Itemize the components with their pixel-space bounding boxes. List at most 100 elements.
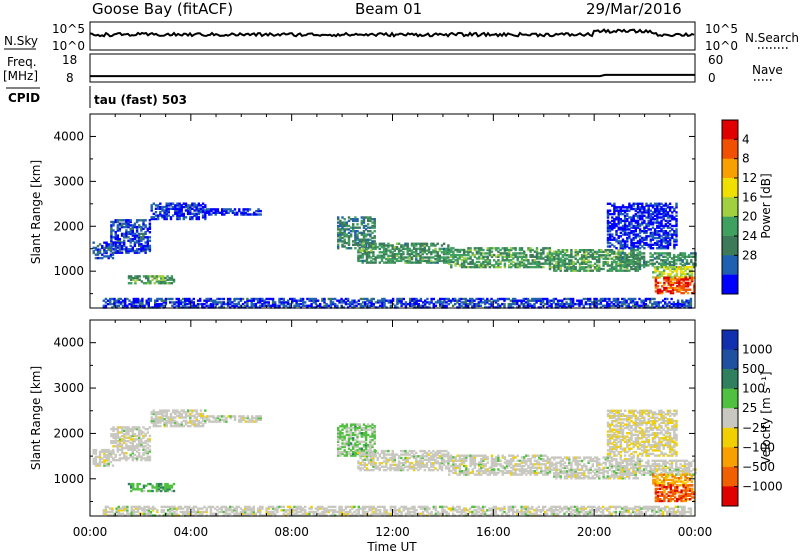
data-cell-r6 bbox=[421, 244, 424, 247]
data-cell-r6 bbox=[445, 256, 448, 259]
data-cell-r6 bbox=[445, 247, 448, 251]
data-cell-r6 bbox=[425, 252, 429, 256]
data-cell-r2 bbox=[180, 204, 183, 207]
data-cell-r8 bbox=[613, 260, 616, 264]
data-cell-r7 bbox=[527, 260, 530, 264]
data-cell-r10 bbox=[649, 247, 652, 250]
data-cell-r0 bbox=[103, 250, 106, 253]
data-cell-r1 bbox=[114, 433, 117, 436]
data-cell-r13 bbox=[400, 299, 403, 302]
data-cell-r13 bbox=[199, 299, 202, 302]
data-cell-r7 bbox=[535, 250, 539, 253]
data-cell-r0 bbox=[107, 459, 110, 462]
data-cell-r2 bbox=[174, 209, 177, 212]
data-cell-r10 bbox=[626, 209, 629, 212]
data-cell-r6 bbox=[397, 463, 401, 467]
data-cell-r10 bbox=[653, 233, 657, 236]
data-cell-r4 bbox=[155, 482, 159, 486]
data-cell-r6 bbox=[367, 468, 371, 472]
data-cell-r7 bbox=[456, 260, 459, 264]
data-cell-r2 bbox=[199, 409, 203, 412]
data-cell-r1 bbox=[142, 222, 145, 225]
data-cell-r1 bbox=[116, 237, 119, 241]
data-cell-r13 bbox=[599, 299, 603, 302]
data-cell-r1 bbox=[142, 219, 145, 222]
data-cell-r10 bbox=[649, 231, 652, 235]
data-cell-r6 bbox=[406, 256, 409, 259]
data-cell-r5 bbox=[345, 233, 348, 236]
data-cell-r13 bbox=[361, 301, 365, 304]
data-cell-r13 bbox=[518, 299, 521, 302]
data-cell-r6 bbox=[415, 249, 418, 252]
data-cell-r1 bbox=[118, 441, 122, 445]
data-cell-r10 bbox=[658, 226, 661, 229]
data-cell-r11 bbox=[662, 272, 666, 276]
data-cell-r13 bbox=[261, 304, 264, 307]
data-cell-r10 bbox=[653, 231, 657, 235]
data-cell-r8 bbox=[580, 262, 584, 265]
data-cell-r13 bbox=[578, 304, 581, 307]
data-cell-r6 bbox=[374, 259, 377, 263]
data-cell-r10 bbox=[615, 223, 618, 226]
data-cell-r9 bbox=[623, 260, 627, 264]
data-cell-r5 bbox=[349, 430, 353, 433]
data-cell-r0 bbox=[105, 454, 108, 457]
data-cell-r6 bbox=[400, 252, 403, 256]
data-cell-r13 bbox=[460, 301, 463, 304]
data-cell-r13 bbox=[526, 301, 530, 304]
data-cell-r10 bbox=[617, 241, 620, 245]
data-cell-r5 bbox=[369, 241, 372, 245]
data-cell-r8 bbox=[598, 249, 601, 252]
data-cell-r7 bbox=[460, 255, 464, 258]
data-cell-r2 bbox=[159, 211, 162, 214]
data-cell-r10 bbox=[621, 233, 625, 236]
data-cell-r10 bbox=[626, 240, 629, 243]
data-cell-r4 bbox=[130, 275, 133, 278]
data-cell-r7 bbox=[469, 250, 472, 253]
data-cell-r13 bbox=[421, 301, 425, 304]
data-cell-r6 bbox=[425, 259, 429, 263]
data-cell-r10 bbox=[662, 209, 665, 212]
data-cell-r13 bbox=[186, 297, 189, 301]
data-cell-r7 bbox=[531, 262, 534, 265]
data-cell-r6 bbox=[406, 246, 409, 249]
data-cell-r8 bbox=[606, 260, 609, 264]
data-cell-r4 bbox=[155, 484, 159, 487]
data-cell-r2 bbox=[197, 419, 200, 423]
data-cell-r10 bbox=[623, 209, 627, 212]
data-cell-r8 bbox=[559, 266, 562, 269]
data-cell-r6 bbox=[378, 453, 381, 456]
data-cell-r4 bbox=[157, 488, 161, 491]
data-cell-r13 bbox=[625, 299, 628, 302]
data-cell-r9 bbox=[634, 262, 637, 265]
data-cell-r10 bbox=[664, 241, 667, 245]
data-cell-r6 bbox=[430, 242, 433, 245]
data-cell-r13 bbox=[477, 304, 480, 307]
data-cell-r7 bbox=[529, 262, 532, 265]
data-cell-r1 bbox=[135, 236, 139, 239]
data-cell-r1 bbox=[118, 426, 122, 429]
data-cell-r13 bbox=[109, 299, 112, 302]
data-cell-r13 bbox=[479, 301, 483, 304]
data-cell-r10 bbox=[606, 209, 610, 212]
data-cell-r1 bbox=[112, 433, 115, 436]
data-cell-r13 bbox=[237, 302, 240, 306]
data-cell-r2 bbox=[204, 209, 207, 212]
data-cell-r1 bbox=[138, 237, 141, 241]
data-cell-r13 bbox=[469, 299, 472, 302]
data-cell-r1 bbox=[118, 448, 122, 451]
data-cell-r12 bbox=[663, 286, 666, 290]
data-cell-r2 bbox=[165, 211, 168, 214]
data-cell-r6 bbox=[393, 252, 396, 256]
data-cell-r13 bbox=[188, 302, 191, 306]
data-cell-r6 bbox=[402, 449, 405, 453]
data-cell-r13 bbox=[282, 304, 285, 307]
data-cell-r8 bbox=[591, 249, 594, 252]
data-cell-r2 bbox=[201, 418, 205, 421]
data-cell-r13 bbox=[229, 297, 232, 301]
noise-right-tick-low: 10^0 bbox=[705, 39, 738, 53]
data-cell-r6 bbox=[425, 244, 429, 247]
data-cell-r2 bbox=[193, 421, 196, 424]
data-cell-r6 bbox=[365, 463, 369, 467]
data-cell-r2 bbox=[167, 418, 170, 421]
